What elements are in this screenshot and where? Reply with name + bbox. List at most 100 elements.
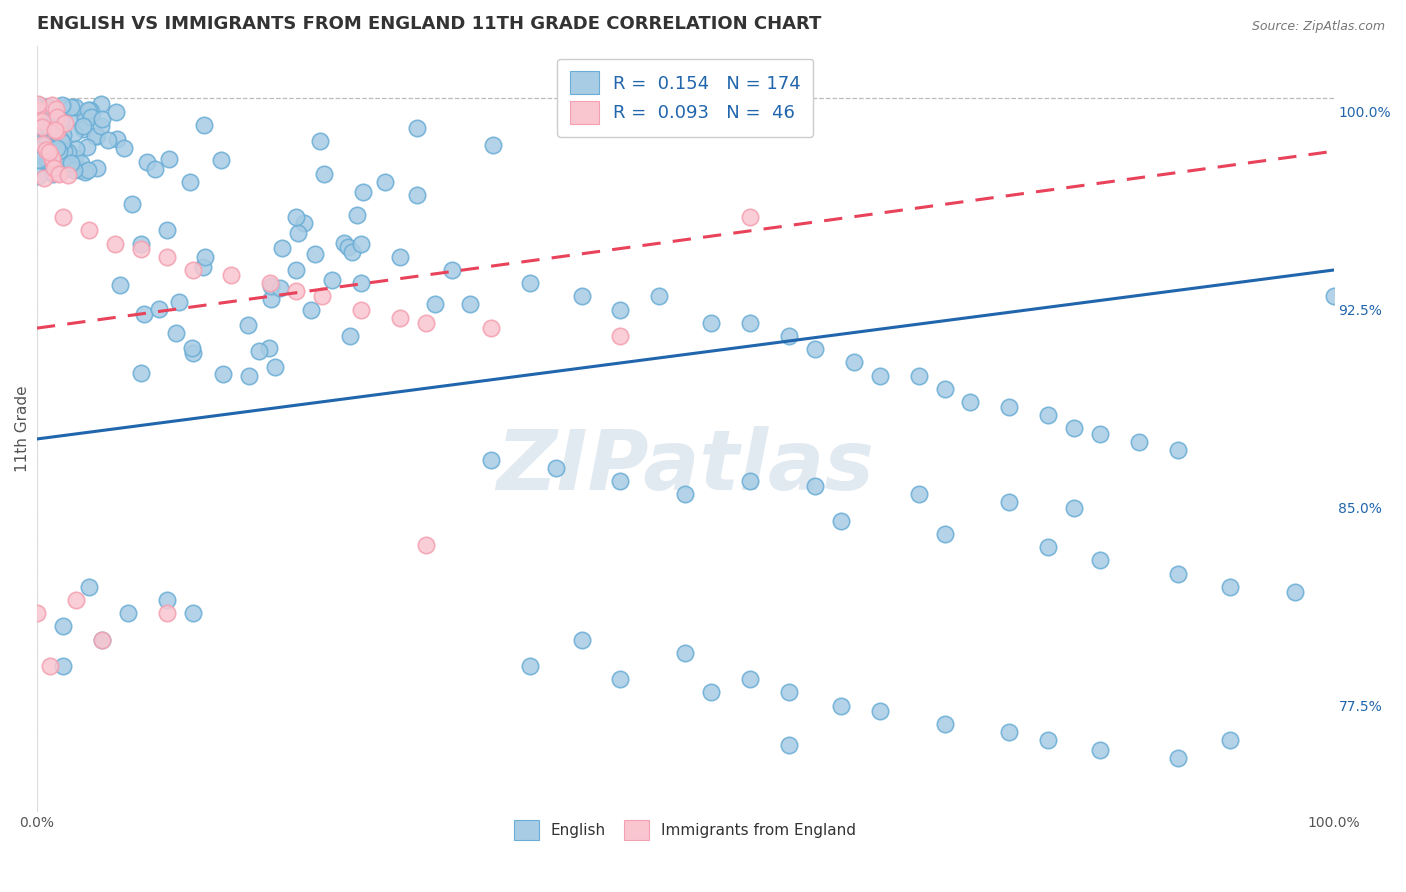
Point [738, 211, 761, 225]
Point [1088, 743, 1111, 757]
Point [63, 126, 86, 140]
Point [25, 606, 48, 620]
Point [238, 318, 260, 333]
Point [27, 150, 49, 164]
Point [37, 103, 59, 117]
Point [97, 133, 120, 147]
Point [1284, 585, 1306, 599]
Point [479, 321, 502, 335]
Point [42, 167, 65, 181]
Point [51, 101, 73, 115]
Point [181, 606, 204, 620]
Point [53, 116, 76, 130]
Point [285, 263, 308, 277]
Point [53, 143, 76, 157]
Point [406, 120, 429, 135]
Point [336, 240, 359, 254]
Point [519, 277, 541, 291]
Point [259, 277, 281, 291]
Point [673, 487, 696, 501]
Point [91, 112, 114, 126]
Point [65, 593, 87, 607]
Point [73, 165, 96, 179]
Point [458, 297, 481, 311]
Point [41, 97, 63, 112]
Point [247, 344, 270, 359]
Point [778, 329, 800, 343]
Point [673, 646, 696, 660]
Point [45, 145, 67, 159]
Point [143, 161, 166, 176]
Legend: English, Immigrants from England: English, Immigrants from England [508, 814, 862, 846]
Point [38, 123, 60, 137]
Point [44, 123, 66, 137]
Point [934, 382, 956, 396]
Point [35, 136, 58, 151]
Point [440, 263, 463, 277]
Point [609, 302, 631, 317]
Point [37, 120, 59, 134]
Point [1038, 732, 1060, 747]
Point [52, 659, 75, 673]
Point [1088, 426, 1111, 441]
Point [238, 369, 260, 384]
Point [285, 211, 308, 225]
Point [86, 161, 108, 176]
Point [42, 147, 65, 161]
Point [104, 236, 127, 251]
Point [41, 153, 63, 168]
Point [352, 185, 374, 199]
Point [129, 366, 152, 380]
Point [27, 103, 49, 118]
Point [314, 167, 336, 181]
Point [41, 140, 63, 154]
Point [374, 175, 396, 189]
Point [52, 211, 75, 225]
Point [53, 159, 76, 173]
Point [117, 606, 139, 620]
Point [1038, 409, 1060, 423]
Point [46, 141, 69, 155]
Point [38, 110, 60, 124]
Point [155, 606, 177, 620]
Point [45, 154, 67, 169]
Point [738, 316, 761, 330]
Point [1063, 421, 1085, 435]
Point [112, 141, 135, 155]
Point [830, 698, 852, 713]
Point [292, 215, 315, 229]
Point [1167, 566, 1189, 581]
Text: ZIPatlas: ZIPatlas [496, 426, 875, 508]
Point [193, 118, 215, 132]
Point [65, 142, 87, 156]
Point [193, 260, 215, 274]
Point [415, 316, 437, 330]
Point [31, 103, 53, 118]
Point [285, 284, 308, 298]
Point [59, 100, 82, 114]
Point [155, 223, 177, 237]
Point [321, 273, 343, 287]
Point [165, 326, 187, 341]
Point [482, 138, 505, 153]
Point [51, 135, 73, 149]
Point [181, 345, 204, 359]
Point [86, 129, 108, 144]
Point [76, 163, 98, 178]
Point [42, 145, 65, 159]
Point [90, 119, 112, 133]
Point [339, 328, 361, 343]
Point [350, 302, 373, 317]
Point [80, 107, 103, 121]
Y-axis label: 11th Grade: 11th Grade [15, 385, 30, 472]
Point [44, 104, 66, 119]
Point [30, 107, 52, 121]
Point [738, 474, 761, 488]
Point [194, 250, 217, 264]
Point [544, 461, 567, 475]
Point [27, 162, 49, 177]
Point [31, 135, 53, 149]
Point [27, 143, 49, 157]
Point [63, 100, 86, 114]
Point [52, 619, 75, 633]
